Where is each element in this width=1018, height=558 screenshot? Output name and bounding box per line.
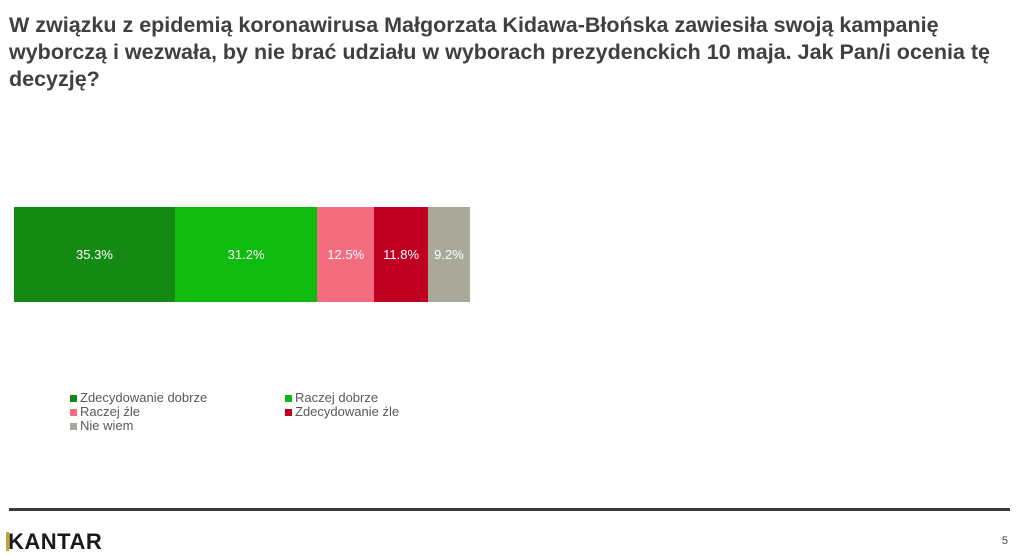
legend-swatch: [285, 394, 292, 402]
data-label: 12.5%: [327, 247, 365, 262]
legend-swatch: [285, 408, 292, 416]
bar-segment: 31.2%: [174, 207, 318, 302]
brand-logo: KANTAR: [8, 529, 103, 554]
legend-item: Raczej dobrze: [285, 391, 500, 405]
legend-swatch: [70, 422, 77, 430]
page-number: 5: [1001, 535, 1008, 547]
legend-swatch: [70, 408, 77, 416]
brand-accent: [6, 532, 9, 551]
bar-segment: 11.8%: [374, 207, 429, 302]
bar-segment: 12.5%: [317, 207, 375, 302]
data-label: 31.2%: [227, 247, 265, 262]
legend-item: Raczej źle: [70, 405, 285, 419]
legend-swatch: [70, 394, 77, 402]
legend-label: Nie wiem: [80, 418, 134, 433]
bar-segment: 9.2%: [428, 207, 470, 302]
bar-segment: 35.3%: [14, 207, 175, 302]
data-label: 11.8%: [383, 247, 420, 262]
legend-label: Raczej źle: [80, 404, 140, 419]
chart-legend: Zdecydowanie dobrze Raczej dobrze Raczej ź…: [70, 391, 510, 433]
legend-label: Zdecydowanie źle: [295, 404, 400, 419]
data-label: 9.2%: [434, 247, 464, 262]
legend-label: Zdecydowanie dobrze: [80, 390, 208, 405]
legend-item: Zdecydowanie dobrze: [70, 391, 285, 405]
page-title: W związku z epidemią koronawirusa Małgor…: [9, 13, 991, 91]
footer-divider: [9, 508, 1010, 511]
legend-item: Zdecydowanie źle: [285, 405, 500, 419]
stacked-bar: 35.3% 31.2% 12.5% 11.8% 9.2%: [14, 207, 470, 302]
data-label: 35.3%: [76, 247, 113, 262]
legend-label: Raczej dobrze: [295, 390, 379, 405]
legend-item: Nie wiem: [70, 419, 285, 433]
